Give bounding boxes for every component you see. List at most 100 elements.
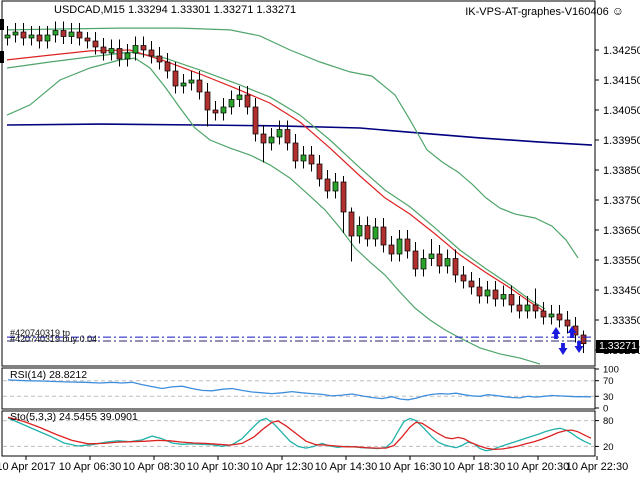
candle-body	[492, 289, 499, 300]
candle-body	[564, 319, 571, 327]
candle-body	[308, 154, 315, 165]
trade-arrows-layer	[551, 326, 584, 355]
main-panel[interactable]	[4, 21, 593, 365]
price-scale-label: 1.33850	[603, 165, 640, 177]
time-scale[interactable]: 10 Apr 2017 10 Apr 06:30 10 Apr 08:30 10 Ap…	[0, 456, 628, 473]
candle-body	[484, 289, 491, 297]
candle-body	[476, 286, 483, 297]
candle-body	[364, 225, 371, 240]
price-scale-label: 1.33350	[603, 315, 640, 327]
candle-body	[508, 294, 515, 306]
price-scale[interactable]: 1.34250 1.34150 1.34050 1.33950 1.33850 1.337…	[595, 45, 640, 453]
candle-body	[412, 250, 419, 270]
price-scale-label: 1.33550	[603, 255, 640, 267]
order-buy-label[interactable]: #420740319 buy 0.04	[10, 333, 98, 344]
candle-body	[468, 280, 475, 288]
candle-body	[284, 129, 291, 144]
time-scale-label: 10 Apr 20:30	[507, 461, 569, 473]
price-scale-label: 1.34250	[603, 45, 640, 57]
bollinger-bands	[6, 27, 579, 365]
candle-body	[380, 226, 387, 246]
candle-body	[548, 313, 555, 318]
candle-body	[212, 109, 219, 114]
chart-shift-marker	[0, 19, 4, 30]
candle-body	[36, 34, 43, 42]
time-scale-label: 10 Apr 16:30	[379, 461, 441, 473]
candle-body	[428, 253, 435, 259]
indicator-scale-label: 80	[603, 416, 614, 427]
candle-body	[372, 226, 379, 240]
order-lines-layer[interactable]	[7, 336, 592, 342]
rsi-indicator-label: RSI(14) 28.8212	[10, 369, 88, 381]
candle-body	[60, 30, 67, 37]
current-price-badge: 1.33271	[596, 340, 639, 353]
candle-body	[148, 49, 155, 57]
candle-body	[540, 310, 547, 318]
watermark-label: IK-VPS-AT-graphes-V160406 ☺	[465, 5, 624, 18]
bollinger-upper-line	[6, 27, 579, 259]
candle-body	[108, 48, 115, 54]
candle-body	[516, 304, 523, 312]
price-scale-label: 1.34150	[603, 75, 640, 87]
candle-body	[268, 136, 275, 144]
indicator-scale-label: 20	[603, 442, 614, 453]
candle-body	[68, 31, 75, 37]
price-scale-label: 1.33650	[603, 225, 640, 237]
chart-shift-marker	[0, 51, 4, 63]
time-scale-label: 10 Apr 22:30	[566, 461, 628, 473]
candle-body	[356, 225, 363, 237]
sell-arrow-icon	[574, 341, 584, 353]
time-scale-label: 10 Apr 08:30	[123, 461, 185, 473]
candle-body	[20, 31, 27, 39]
candle-body	[140, 45, 147, 51]
candle-body	[420, 258, 427, 270]
candle-body	[292, 142, 299, 162]
candle-body	[4, 34, 11, 39]
buy-arrow-icon	[567, 326, 577, 338]
candle-body	[452, 258, 459, 276]
time-scale-label: 10 Apr 10:30	[187, 461, 249, 473]
candle-body	[220, 106, 227, 114]
bollinger-lower-line	[6, 57, 541, 365]
candle-body	[132, 45, 139, 54]
rsi-panel[interactable]	[3, 379, 594, 401]
smiley-icon: ☺	[611, 4, 624, 18]
indicator-scale-label: 0	[603, 404, 608, 415]
panel-borders	[0, 0, 596, 457]
candle-body	[164, 61, 171, 72]
bollinger-middle-line	[6, 51, 546, 310]
candle-body	[28, 34, 35, 39]
time-scale-label: 10 Apr 18:30	[443, 461, 505, 473]
sto-signal-line	[7, 416, 592, 451]
candles-layer	[4, 21, 587, 353]
candle-body	[76, 31, 83, 39]
time-scale-label: 10 Apr 14:30	[315, 461, 377, 473]
stochastic-panel[interactable]	[3, 416, 594, 452]
candle-body	[500, 294, 507, 300]
candle-body	[556, 313, 563, 321]
candle-body	[396, 238, 403, 255]
panel-frame	[1, 0, 596, 367]
order-tp-label[interactable]: #420740319 tp	[10, 328, 71, 338]
quote-line: USDCAD,M15 1.33294 1.33301 1.33271 1.332…	[54, 4, 297, 16]
panel-frame	[1, 367, 596, 410]
candle-body	[12, 31, 19, 36]
price-scale-label: 1.33750	[603, 195, 640, 207]
time-scale-label: 10 Apr 12:30	[251, 461, 313, 473]
candle-body	[532, 304, 539, 312]
buy-arrow-icon	[551, 327, 561, 339]
panel-frame	[1, 410, 596, 457]
candle-body	[316, 163, 323, 180]
candle-body	[388, 244, 395, 255]
candle-body	[524, 304, 531, 312]
candle-body	[180, 82, 187, 87]
candle-body	[460, 274, 467, 282]
candle-body	[116, 48, 123, 60]
candle-body	[236, 94, 243, 100]
candle-body	[228, 99, 235, 108]
ma200-line	[6, 123, 593, 146]
candle-body	[324, 178, 331, 192]
candle-body	[100, 46, 107, 54]
